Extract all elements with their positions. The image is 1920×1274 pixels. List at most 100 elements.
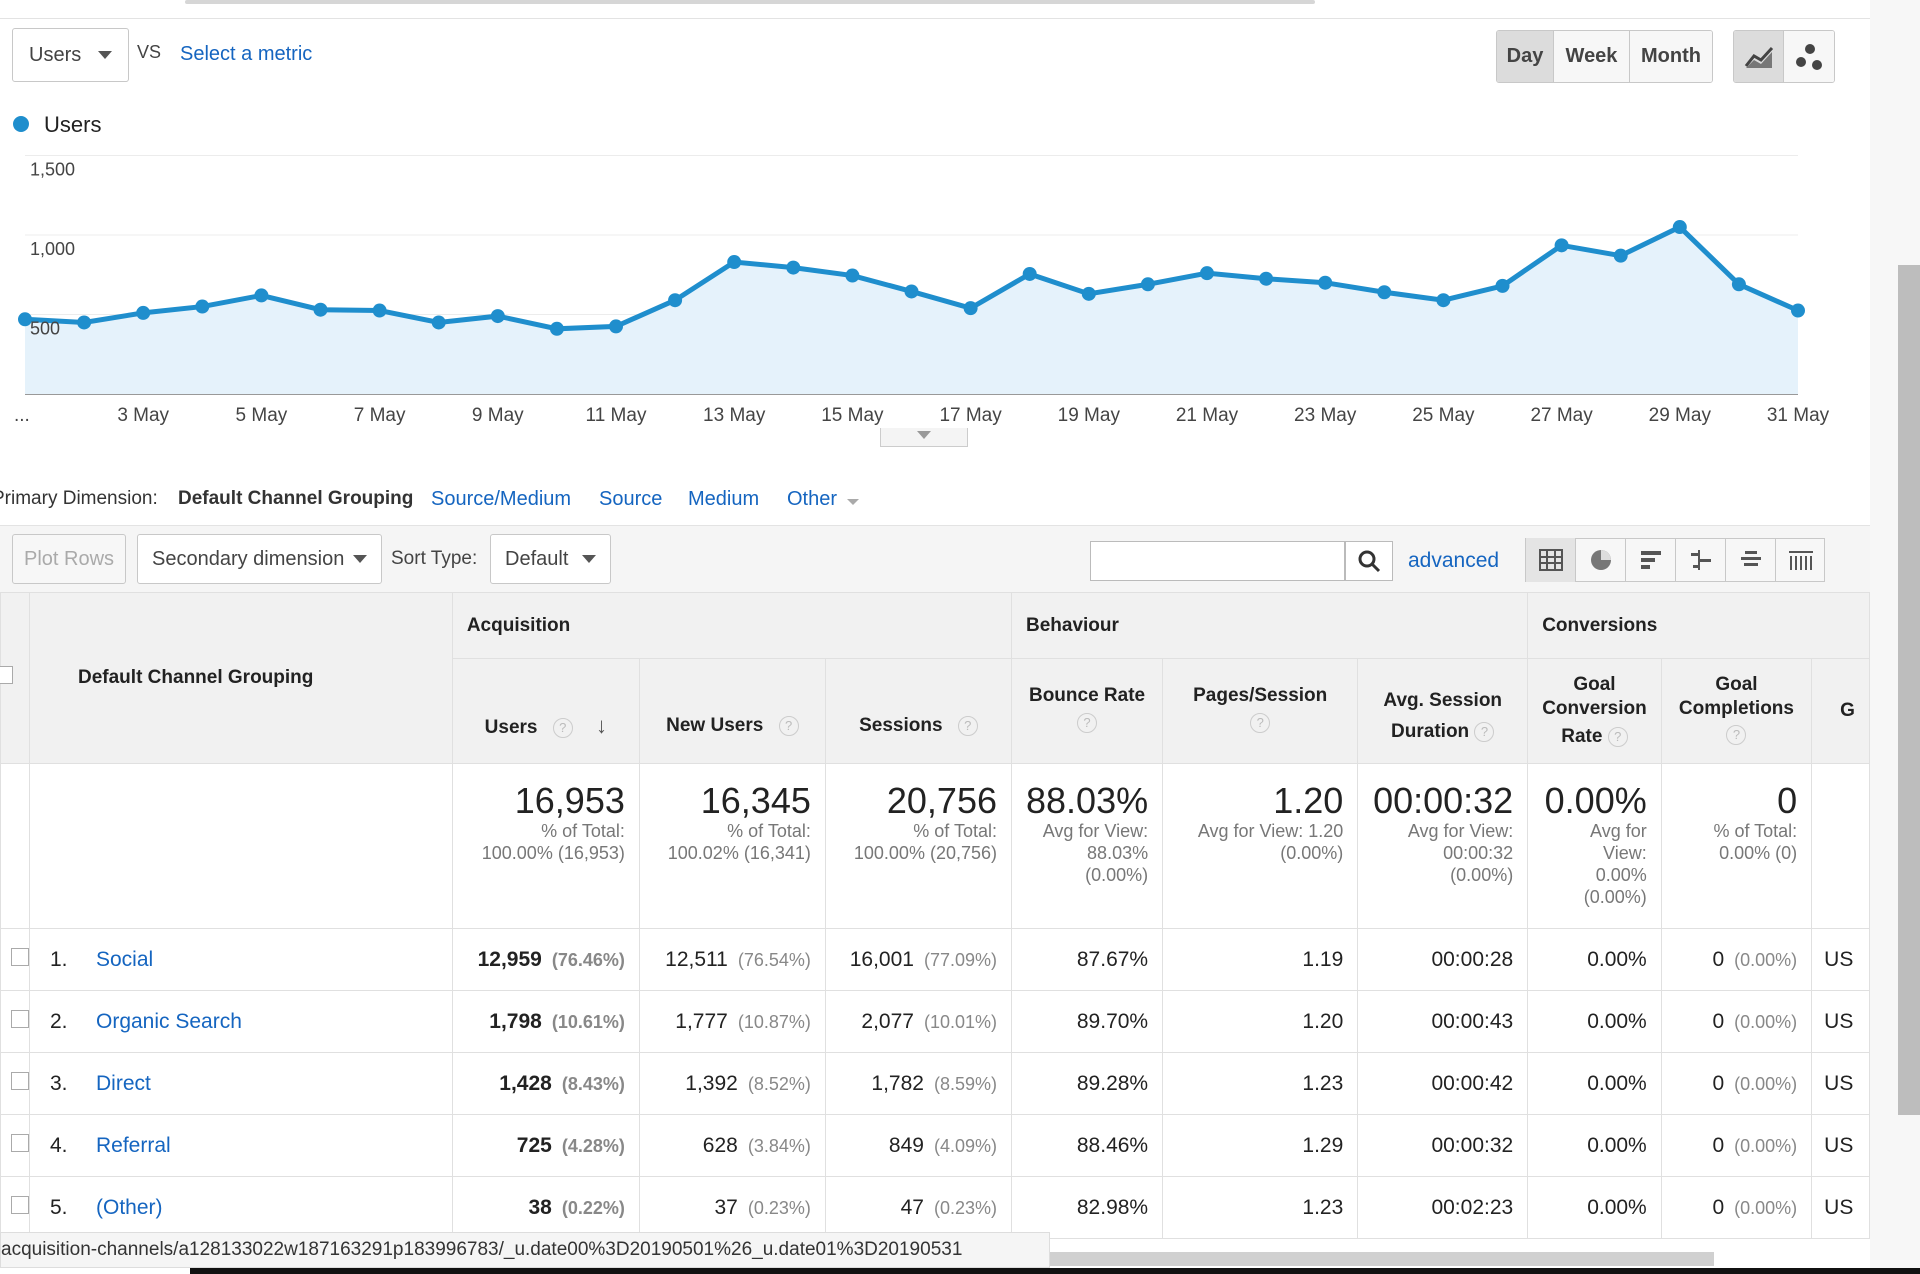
totals-cut-cell xyxy=(1811,763,1870,929)
goal-completions-column-header[interactable]: Goal Completions ? xyxy=(1660,658,1813,764)
advanced-link[interactable]: advanced xyxy=(1408,549,1500,572)
week-button[interactable]: Week xyxy=(1554,31,1630,82)
data-point[interactable] xyxy=(609,319,623,334)
users-column-header[interactable]: Users ? ↓ xyxy=(451,658,640,764)
row-checkbox[interactable] xyxy=(11,1071,29,1090)
row-channel-link[interactable]: Social xyxy=(96,947,154,971)
bounce-rate-header-label: Bounce Rate xyxy=(1028,685,1146,706)
row-pages-session: 1.19 xyxy=(1162,928,1359,991)
day-button[interactable]: Day xyxy=(1497,31,1554,82)
totals-row: 16,953 % of Total: 100.00% (16,953) 16,3… xyxy=(0,763,1870,929)
row-checkbox[interactable] xyxy=(11,1009,29,1028)
row-users-value: 12,959 xyxy=(477,947,542,971)
row-gc-pct: (0.00%) xyxy=(1734,1197,1798,1218)
avg-session-duration-column-header[interactable]: Avg. Session Duration ? xyxy=(1357,658,1529,764)
goal-value-column-header-cut[interactable]: G xyxy=(1811,658,1870,764)
metric-dropdown[interactable]: Users xyxy=(12,28,129,82)
help-icon[interactable]: ? xyxy=(552,717,573,738)
row-channel-link[interactable]: Direct xyxy=(96,1071,151,1095)
data-point[interactable] xyxy=(1022,266,1037,281)
month-button[interactable]: Month xyxy=(1630,31,1712,82)
legend-dot xyxy=(13,116,29,132)
data-point[interactable] xyxy=(845,268,860,283)
data-point[interactable] xyxy=(1791,303,1805,318)
pages-session-column-header[interactable]: Pages/Session ? xyxy=(1162,658,1359,764)
row-channel-link[interactable]: (Other) xyxy=(96,1195,163,1219)
pie-view-icon[interactable] xyxy=(1576,538,1626,582)
help-icon[interactable]: ? xyxy=(1077,713,1098,733)
line-chart-icon[interactable] xyxy=(1734,31,1784,82)
motion-chart-icon[interactable] xyxy=(1784,31,1834,82)
sort-type-dropdown[interactable]: Default xyxy=(490,534,611,584)
data-point[interactable] xyxy=(1613,248,1628,263)
row-users-pct: (8.43%) xyxy=(561,1073,625,1094)
data-point[interactable] xyxy=(1731,277,1746,292)
data-point[interactable] xyxy=(1081,286,1096,301)
data-point[interactable] xyxy=(1318,275,1333,290)
data-point[interactable] xyxy=(254,288,269,303)
data-point[interactable] xyxy=(431,315,446,330)
search-button[interactable] xyxy=(1345,541,1393,581)
row-channel-link[interactable]: Referral xyxy=(96,1133,171,1157)
dimension-source[interactable]: Source xyxy=(599,488,663,510)
data-point[interactable] xyxy=(313,302,328,317)
bounce-rate-column-header[interactable]: Bounce Rate ? xyxy=(1010,658,1164,764)
comparison-view-icon[interactable] xyxy=(1676,538,1726,582)
data-point[interactable] xyxy=(1672,220,1687,235)
data-point[interactable] xyxy=(490,309,505,324)
data-point[interactable] xyxy=(963,301,978,316)
goal-conversion-rate-column-header[interactable]: Goal Conversion Rate ? xyxy=(1527,658,1662,764)
data-point[interactable] xyxy=(904,284,919,299)
chart-collapse-handle[interactable] xyxy=(880,428,968,447)
help-icon[interactable]: ? xyxy=(1607,726,1628,747)
help-icon[interactable]: ? xyxy=(957,715,978,736)
row-channel-link[interactable]: Organic Search xyxy=(96,1009,242,1033)
data-point[interactable] xyxy=(372,303,387,318)
x-tick-label: 5 May xyxy=(236,405,288,426)
y-tick-label: 500 xyxy=(30,319,60,339)
row-gcr: 0.00% xyxy=(1527,990,1662,1053)
data-point[interactable] xyxy=(1436,293,1451,308)
dimension-source-medium[interactable]: Source/Medium xyxy=(431,488,572,510)
dimension-medium[interactable]: Medium xyxy=(688,488,760,510)
data-point[interactable] xyxy=(1259,271,1274,286)
data-point[interactable] xyxy=(727,255,742,270)
help-icon[interactable]: ? xyxy=(1250,713,1271,733)
new-users-column-header[interactable]: New Users ? xyxy=(638,658,826,764)
row-checkbox[interactable] xyxy=(11,947,29,966)
help-icon[interactable]: ? xyxy=(1726,725,1747,745)
data-point[interactable] xyxy=(549,321,564,336)
data-point[interactable] xyxy=(1377,285,1392,300)
totals-sessions-line1: % of Total: xyxy=(913,820,997,841)
data-point[interactable] xyxy=(18,312,32,327)
data-point[interactable] xyxy=(1200,266,1214,281)
horizontal-scrollbar-thumb[interactable] xyxy=(1050,1252,1714,1266)
help-icon[interactable]: ? xyxy=(1474,721,1495,742)
help-icon[interactable]: ? xyxy=(778,715,799,736)
select-all-checkbox[interactable] xyxy=(0,666,13,684)
performance-view-icon[interactable] xyxy=(1626,538,1676,582)
row-checkbox[interactable] xyxy=(11,1133,29,1152)
data-point[interactable] xyxy=(1495,278,1510,293)
pivot-view-icon[interactable] xyxy=(1776,538,1825,582)
row-checkbox-cell xyxy=(0,1114,30,1177)
select-metric-link[interactable]: Select a metric xyxy=(180,43,313,65)
term-cloud-view-icon[interactable] xyxy=(1726,538,1776,582)
data-point[interactable] xyxy=(136,305,151,320)
table-view-icon[interactable] xyxy=(1526,538,1576,582)
sessions-column-header[interactable]: Sessions ? xyxy=(824,658,1013,764)
dimension-other[interactable]: Other xyxy=(787,488,859,511)
data-point[interactable] xyxy=(668,293,683,308)
vertical-scrollbar-thumb[interactable] xyxy=(1898,265,1920,1115)
row-checkbox[interactable] xyxy=(11,1195,29,1214)
dimension-header[interactable]: Default Channel Grouping xyxy=(29,592,453,764)
data-point[interactable] xyxy=(77,315,92,330)
data-point[interactable] xyxy=(195,299,210,314)
totals-bounce-rate: 88.03% Avg for View: 88.03% (0.00%) xyxy=(1010,763,1164,929)
data-point[interactable] xyxy=(1140,277,1155,292)
table-search-input[interactable] xyxy=(1090,541,1345,581)
secondary-dimension-dropdown[interactable]: Secondary dimension xyxy=(137,534,382,584)
data-point[interactable] xyxy=(786,260,801,275)
data-point[interactable] xyxy=(1554,238,1569,253)
plot-rows-button[interactable]: Plot Rows xyxy=(12,534,126,584)
